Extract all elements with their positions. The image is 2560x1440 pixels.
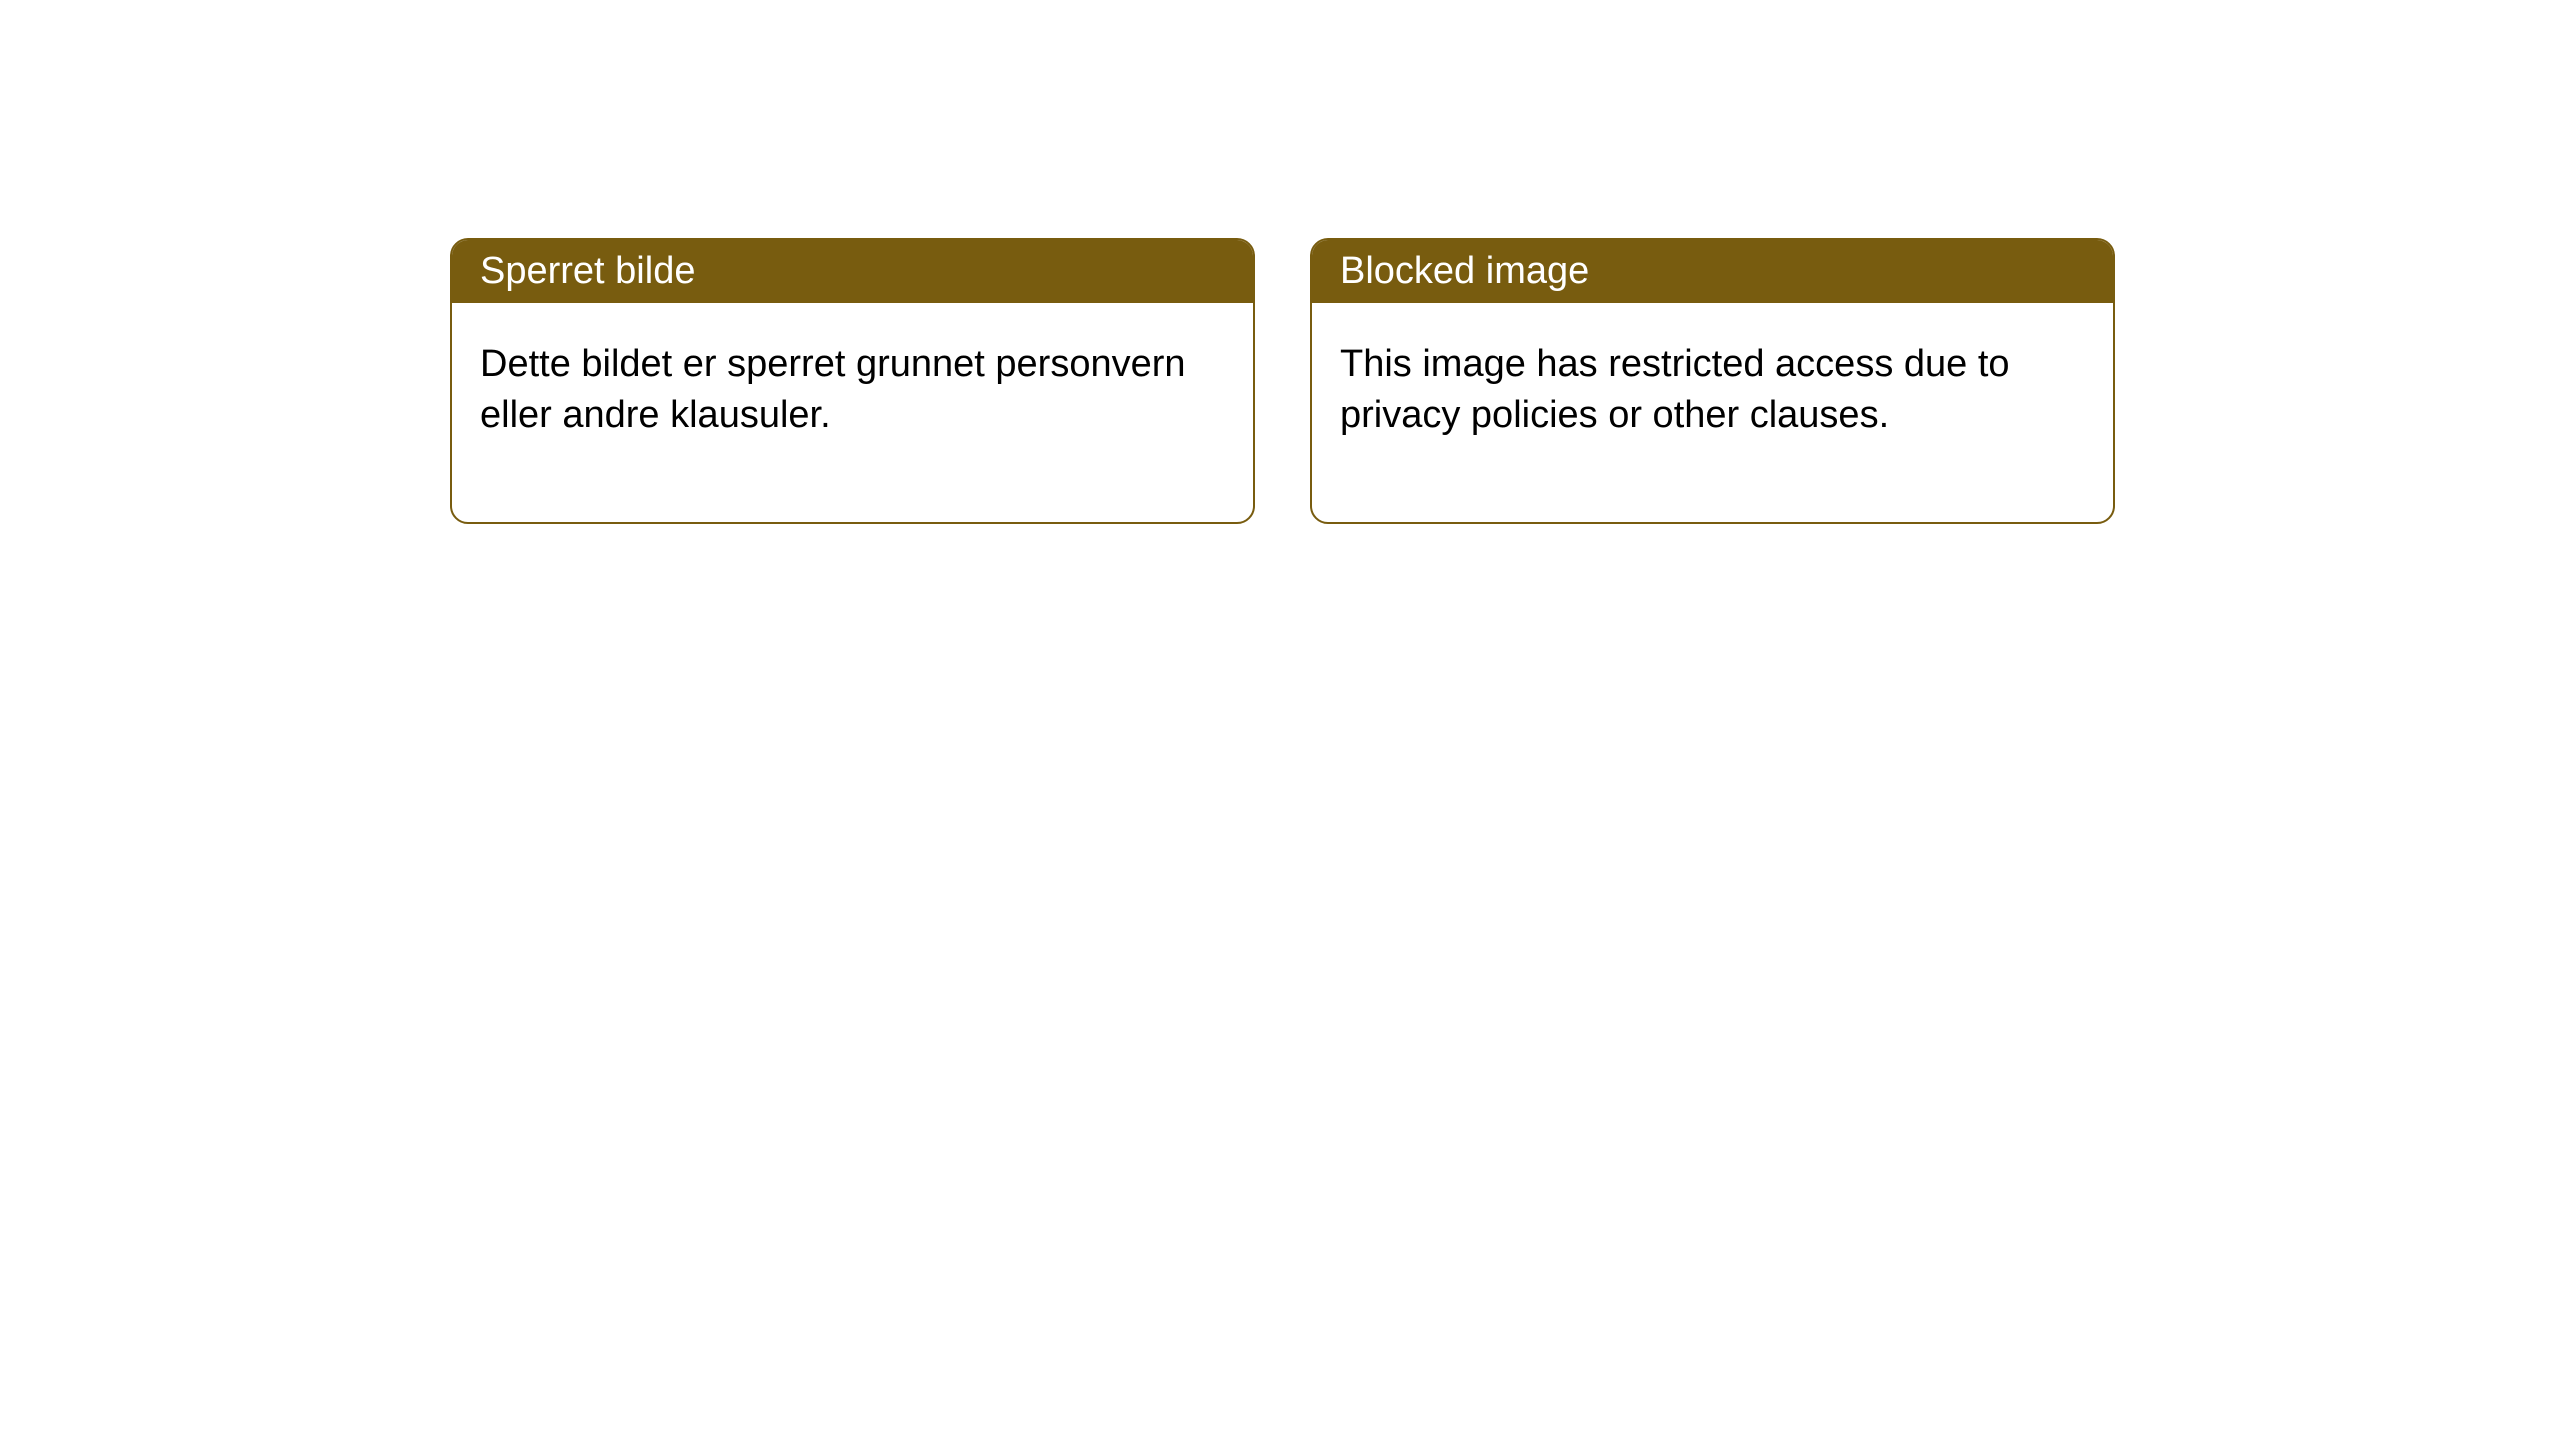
card-body: This image has restricted access due to … xyxy=(1312,303,2113,522)
card-message: Dette bildet er sperret grunnet personve… xyxy=(480,343,1186,436)
card-body: Dette bildet er sperret grunnet personve… xyxy=(452,303,1253,522)
blocked-image-card-en: Blocked image This image has restricted … xyxy=(1310,238,2115,524)
card-title: Sperret bilde xyxy=(480,250,695,292)
card-container: Sperret bilde Dette bildet er sperret gr… xyxy=(0,0,2560,524)
card-title: Blocked image xyxy=(1340,250,1589,292)
card-message: This image has restricted access due to … xyxy=(1340,343,2010,436)
card-header: Blocked image xyxy=(1312,240,2113,303)
blocked-image-card-no: Sperret bilde Dette bildet er sperret gr… xyxy=(450,238,1255,524)
card-header: Sperret bilde xyxy=(452,240,1253,303)
